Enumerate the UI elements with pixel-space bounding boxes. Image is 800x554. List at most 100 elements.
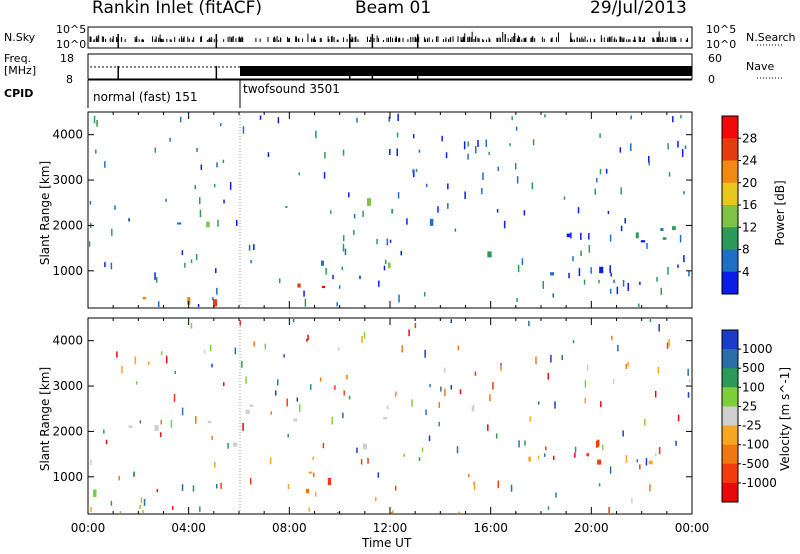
data-cell xyxy=(249,477,252,485)
data-cell xyxy=(306,338,308,342)
data-cell xyxy=(121,365,123,374)
data-cell xyxy=(619,147,622,153)
data-cell xyxy=(334,385,336,390)
data-cell xyxy=(206,221,210,228)
data-cell xyxy=(611,335,613,340)
data-cell xyxy=(396,391,398,396)
data-cell xyxy=(450,385,453,390)
colorbar-tick-label: 100 xyxy=(742,380,765,394)
data-cell xyxy=(485,139,488,147)
data-cell xyxy=(353,230,355,235)
colorbar-tick-label: 28 xyxy=(742,131,757,145)
data-cell xyxy=(211,435,213,440)
data-cell xyxy=(531,182,534,190)
data-cell xyxy=(401,345,404,353)
data-cell xyxy=(298,404,301,412)
data-cell xyxy=(584,380,587,388)
data-cell xyxy=(220,482,222,489)
data-cell xyxy=(598,483,601,487)
data-cell xyxy=(658,323,660,332)
data-cell xyxy=(324,152,326,159)
data-cell xyxy=(516,176,519,184)
data-cell xyxy=(463,141,466,150)
x-tick-label: 08:00 xyxy=(272,521,307,535)
data-cell xyxy=(566,233,571,238)
data-cell xyxy=(222,159,225,164)
data-cell xyxy=(375,497,377,502)
data-cell xyxy=(198,197,201,205)
data-cell xyxy=(190,259,193,264)
colorbar-segment xyxy=(722,205,738,228)
data-cell xyxy=(445,152,448,159)
data-cell xyxy=(215,484,218,489)
data-cell xyxy=(677,140,679,148)
data-cell xyxy=(554,401,556,409)
data-cell xyxy=(624,218,626,224)
y-tick-label: 4000 xyxy=(52,334,83,348)
data-cell xyxy=(360,459,363,465)
data-cell xyxy=(528,456,531,462)
data-cell xyxy=(337,512,339,513)
data-cell xyxy=(648,155,650,163)
data-cell xyxy=(387,262,391,269)
data-cell xyxy=(323,172,326,179)
data-cell xyxy=(190,322,193,329)
data-cell xyxy=(367,457,369,464)
data-cell xyxy=(211,363,213,368)
data-cell xyxy=(570,232,572,239)
nave-tick-bottom: 0 xyxy=(708,73,715,86)
data-cell xyxy=(609,288,612,294)
data-cell xyxy=(687,392,690,398)
y-tick-label: 1000 xyxy=(52,470,83,484)
data-cell xyxy=(577,207,580,214)
data-cell xyxy=(309,384,312,390)
data-cell xyxy=(241,361,243,368)
data-cell xyxy=(155,277,158,283)
data-cell xyxy=(646,242,648,249)
data-cell xyxy=(319,377,322,382)
data-cell xyxy=(612,378,615,384)
data-cell xyxy=(93,489,97,497)
data-cell xyxy=(667,143,669,150)
data-cell xyxy=(616,286,619,295)
data-cell xyxy=(414,322,417,329)
data-cell xyxy=(110,500,113,506)
data-cell xyxy=(267,152,270,157)
data-cell xyxy=(397,113,399,122)
data-cell xyxy=(450,319,453,324)
data-cell xyxy=(617,344,619,352)
colorbar-segment xyxy=(722,116,738,139)
nsky-strip-frame xyxy=(87,26,693,49)
data-cell xyxy=(444,388,446,397)
freq-unit-label: [MHz] xyxy=(4,64,37,77)
data-cell xyxy=(418,457,421,462)
data-cell xyxy=(552,455,555,460)
data-cell xyxy=(253,244,255,251)
data-cell xyxy=(421,447,424,453)
data-cell xyxy=(160,351,163,356)
power-ylabel: Slant Range [km] xyxy=(38,160,52,266)
y-tick-label: 2000 xyxy=(52,218,83,232)
colorbar-tick-label: 1000 xyxy=(742,342,773,356)
data-cell xyxy=(348,395,351,400)
data-cell xyxy=(517,264,520,273)
data-cell xyxy=(672,226,676,231)
data-cell xyxy=(307,334,309,340)
data-cell xyxy=(147,361,150,366)
data-cell xyxy=(683,255,685,263)
data-cell xyxy=(223,199,225,204)
data-cell xyxy=(639,464,641,470)
colorbar-tick-label: 8 xyxy=(742,243,750,257)
data-cell xyxy=(403,453,405,457)
data-cell xyxy=(657,366,660,374)
data-cell xyxy=(515,126,518,131)
data-cell xyxy=(303,290,305,297)
data-cell xyxy=(159,432,162,437)
data-cell xyxy=(269,457,272,465)
data-cell xyxy=(215,268,217,274)
data-cell xyxy=(563,196,566,200)
data-cell xyxy=(376,238,378,245)
x-tick-label: 20:00 xyxy=(574,521,609,535)
data-cell xyxy=(477,139,479,148)
x-tick-label: 16:00 xyxy=(473,521,508,535)
